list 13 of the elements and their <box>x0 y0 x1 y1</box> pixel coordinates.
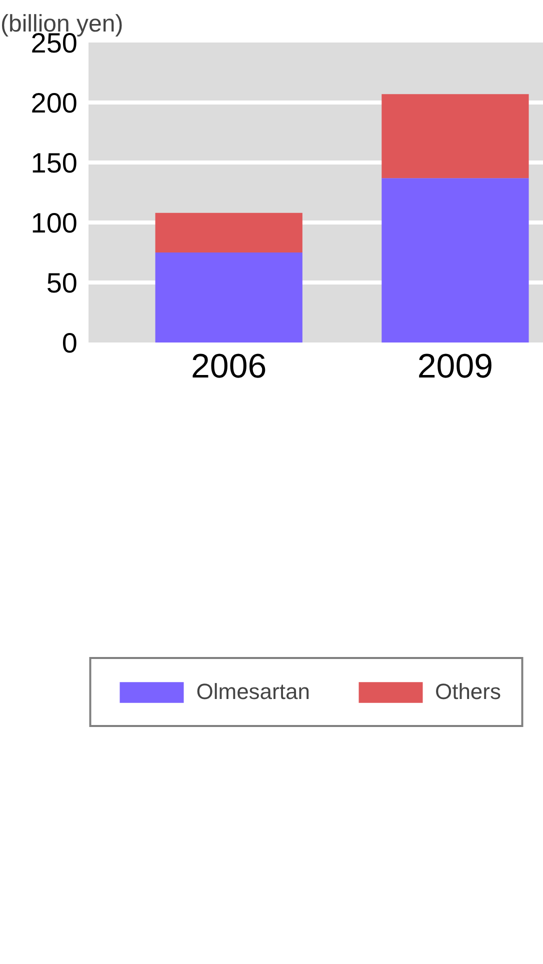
y-tick-label: 200 <box>30 88 78 118</box>
y-tick-label: 50 <box>46 268 78 298</box>
x-tick-label: 2006 <box>191 348 267 386</box>
bar <box>382 178 529 342</box>
bar <box>155 252 302 342</box>
y-tick-label: 100 <box>30 208 78 238</box>
bar <box>155 212 302 252</box>
y-tick-label: 150 <box>30 148 78 178</box>
x-tick-label: 2009 <box>417 348 494 386</box>
legend-label: Olmesartan <box>196 679 310 705</box>
legend-label: Others <box>434 679 501 705</box>
y-tick-label: 0 <box>62 328 78 358</box>
bar <box>382 94 529 178</box>
